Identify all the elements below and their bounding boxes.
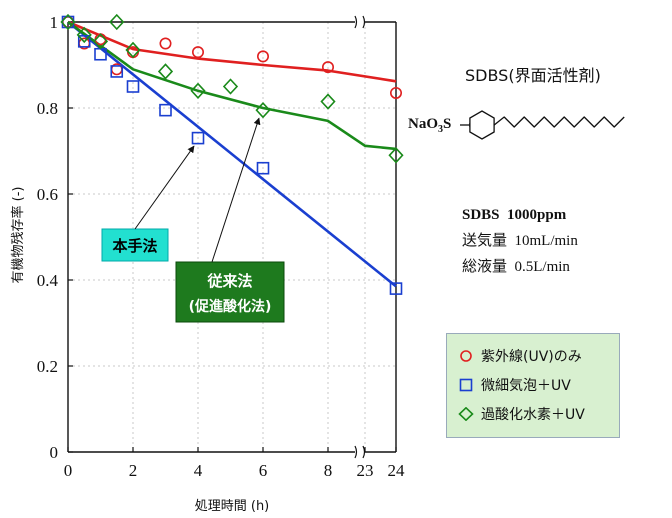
legend-label: 過酸化水素＋UV [481, 407, 585, 423]
y-tick-label: 0.6 [37, 185, 58, 204]
data-point-square [126, 80, 140, 93]
axis-break-gap [355, 17, 364, 27]
data-point-circle [256, 50, 269, 63]
x-tick-label: 23 [357, 461, 374, 480]
x-tick-label: 0 [64, 461, 73, 480]
data-point-diamond [60, 13, 76, 31]
condition-value: 1000ppm [507, 207, 567, 223]
alkyl-chain [493, 116, 625, 128]
data-point-square [77, 35, 91, 48]
data-point-diamond [255, 101, 271, 119]
annotation-label-conventional-line1: 従来法 [206, 272, 252, 290]
x-axis-label: 処理時間 (h) [195, 499, 270, 514]
data-point-diamond [92, 33, 109, 50]
legend-item-peroxide: 過酸化水素＋UV [457, 404, 585, 424]
legend-item-microbubble: 微細気泡＋UV [457, 375, 571, 395]
data-point-circle [192, 46, 205, 59]
circle-marker-icon [460, 350, 472, 362]
tick-labels: 00.20.40.60.810 2 4 6 8 23 24 [37, 13, 405, 480]
x-tick-label: 4 [194, 461, 203, 480]
data-markers [60, 13, 404, 295]
y-tick-label: 0 [50, 443, 59, 462]
fit-line [67, 20, 397, 83]
condition-value: 0.5L/min [514, 259, 570, 275]
legend: 紫外線(UV)のみ 微細気泡＋UV 過酸化水素＋UV [446, 333, 620, 438]
condition-row: SDBS 1000ppm [462, 203, 578, 228]
axis-break-mark [362, 15, 366, 29]
axis-break-mark [354, 445, 358, 459]
condition-row: 送気量 10mL/min [462, 228, 578, 254]
y-tick-label: 1 [50, 13, 59, 32]
condition-label: 送気量 [462, 231, 508, 249]
condition-row: 総液量 0.5L/min [462, 254, 578, 280]
square-marker-icon [459, 378, 473, 392]
data-point-diamond [109, 13, 125, 31]
data-point-diamond [125, 41, 141, 59]
x-tick-label: 2 [129, 461, 138, 480]
data-point-diamond [76, 26, 92, 44]
legend-label: 紫外線(UV)のみ [481, 349, 582, 365]
data-point-square [256, 161, 270, 175]
x-tick-label: 24 [388, 461, 406, 480]
sdbs-structure-diagram [460, 110, 625, 140]
annotation-box-conventional [175, 261, 285, 323]
annotation-label-conventional-line2: (促進酸化法) [189, 298, 272, 315]
data-point-circle [321, 61, 334, 74]
data-point-diamond [320, 93, 336, 110]
data-point-circle [389, 86, 402, 99]
y-tick-label: 0.4 [37, 271, 59, 290]
legend-label: 微細気泡＋UV [481, 378, 571, 394]
annotation-label-proposed: 本手法 [112, 237, 157, 255]
molecule-sub: 3 [438, 124, 443, 135]
diamond-marker-icon [458, 407, 474, 421]
condition-label: 総液量 [462, 257, 508, 275]
condition-label: SDBS [462, 207, 500, 223]
x-tick-label: 8 [324, 461, 333, 480]
axis-break-mark [354, 15, 358, 29]
data-point-diamond [190, 82, 206, 99]
compound-title: SDBS(界面活性剤) [465, 66, 601, 85]
data-point-square [159, 103, 172, 117]
legend-item-uv: 紫外線(UV)のみ [457, 346, 582, 366]
molecule-s: S [443, 116, 452, 132]
fit-line [67, 20, 397, 151]
data-point-circle [159, 37, 172, 50]
data-point-diamond [388, 147, 404, 164]
axis-break-gap [355, 447, 364, 457]
condition-value: 10mL/min [514, 233, 578, 249]
annotation-arrow-proposed [134, 145, 195, 230]
data-point-square [191, 131, 205, 145]
y-tick-label: 0.8 [37, 99, 58, 118]
data-point-square [389, 282, 403, 295]
x-tick-label: 6 [259, 461, 268, 480]
conditions-block: SDBS 1000ppm 送気量 10mL/min 総液量 0.5L/min [462, 203, 578, 280]
data-point-diamond [222, 78, 239, 95]
y-axis-label: 有機物残存率 (-) [10, 187, 26, 284]
annotation-box-proposed [101, 228, 169, 262]
y-tick-label: 0.2 [37, 357, 58, 376]
molecule-label: NaO3S [408, 116, 451, 135]
axes [67, 15, 397, 459]
benzene-ring [469, 110, 495, 140]
molecule-head: NaO [408, 116, 438, 132]
annotation-arrow-conventional [211, 117, 261, 263]
data-point-diamond [157, 63, 174, 80]
data-point-square [110, 65, 124, 78]
